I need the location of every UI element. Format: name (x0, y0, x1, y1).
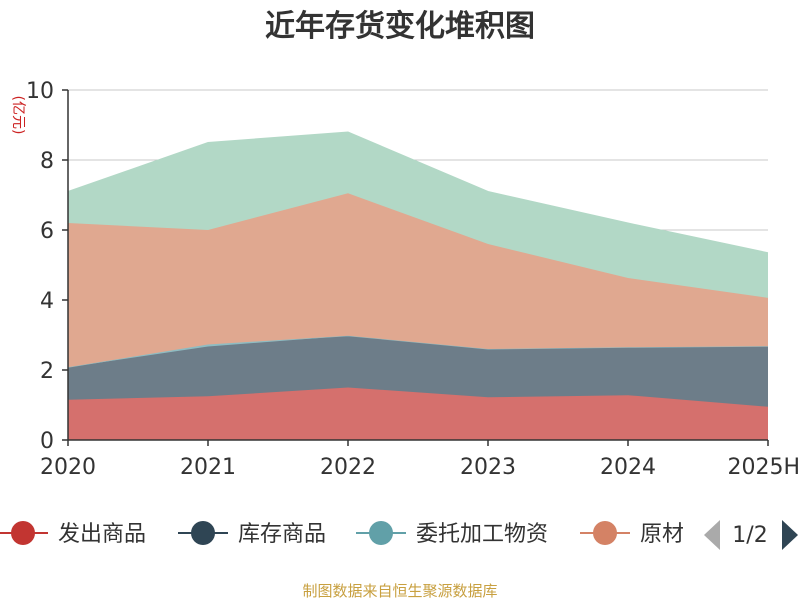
legend-item[interactable]: 库存商品 (178, 521, 326, 547)
y-tick-label: 10 (26, 79, 54, 104)
legend-marker-dot (11, 521, 35, 545)
legend-label: 委托加工物资 (416, 522, 548, 547)
stacked-areas (67, 131, 769, 440)
legend-label: 发出商品 (58, 522, 146, 547)
x-tick-label: 2025H (727, 455, 800, 480)
legend-item[interactable]: 发出商品 (0, 521, 146, 547)
legend[interactable]: 发出商品 库存商品 委托加工物资 原材料 (0, 521, 706, 547)
legend-item[interactable]: 委托加工物资 (356, 521, 548, 547)
area-series-4 (68, 193, 768, 368)
x-tick-label: 2022 (320, 455, 376, 480)
legend-label: 库存商品 (238, 522, 326, 547)
legend-marker-dot (369, 521, 393, 545)
area-series-5-edge (67, 131, 769, 254)
legend-item[interactable]: 原材料 (580, 521, 706, 547)
legend-marker-dot (593, 521, 617, 545)
legend-next-icon[interactable] (782, 520, 798, 550)
x-tick-label: 2024 (600, 455, 656, 480)
axes: 0 2 4 6 8 10 2020 2021 2022 2023 2024 2025H (26, 79, 800, 480)
y-tick-label: 4 (40, 289, 54, 314)
x-tick-label: 2020 (40, 455, 96, 480)
y-axis-label: (亿元) (10, 96, 26, 135)
x-tick-label: 2023 (460, 455, 516, 480)
y-tick-label: 8 (40, 149, 54, 174)
x-tick-label: 2021 (180, 455, 236, 480)
legend-marker-dot (191, 521, 215, 545)
legend-page-indicator: 1/2 (732, 523, 767, 548)
area-series-5 (68, 132, 768, 298)
area-series-1 (68, 387, 768, 440)
y-tick-label: 0 (40, 429, 54, 454)
area-series-2 (68, 335, 768, 407)
legend-pager[interactable]: 1/2 (704, 520, 798, 550)
y-tick-label: 2 (40, 359, 54, 384)
chart-title: 近年存货变化堆积图 (265, 9, 535, 44)
area-series-3 (68, 335, 768, 368)
legend-label: 原材料 (640, 522, 706, 547)
y-tick-label: 6 (40, 219, 54, 244)
legend-prev-icon[interactable] (704, 520, 720, 550)
data-source-note: 制图数据来自恒生聚源数据库 (302, 582, 497, 600)
